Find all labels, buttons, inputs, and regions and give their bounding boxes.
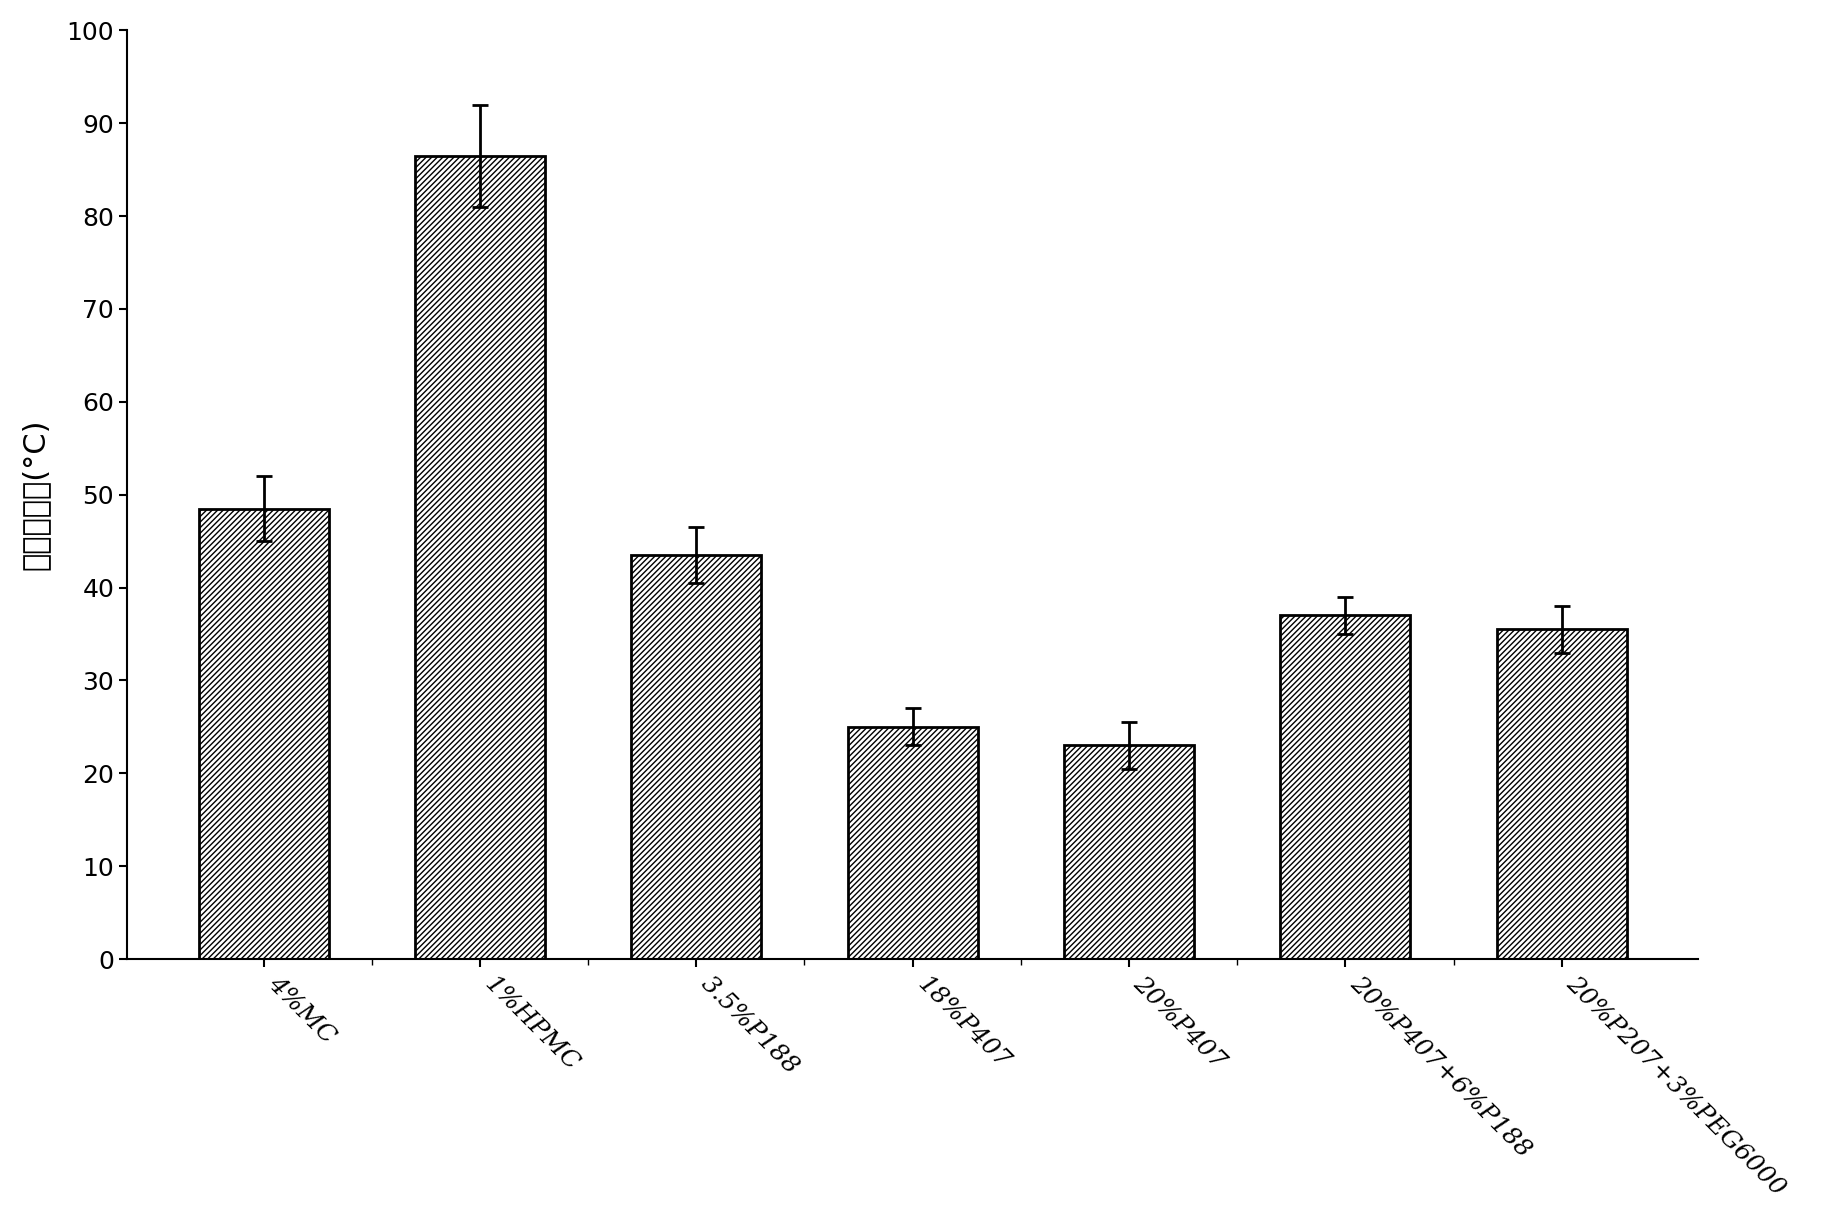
Y-axis label: 胶凝温度／(°C): 胶凝温度／(°C): [20, 419, 49, 570]
Bar: [1497, 629, 1626, 960]
Bar: [416, 156, 545, 960]
Bar: [631, 556, 760, 960]
Bar: [1280, 615, 1409, 960]
Bar: [848, 726, 977, 960]
Bar: [1063, 746, 1194, 960]
Bar: [199, 509, 328, 960]
